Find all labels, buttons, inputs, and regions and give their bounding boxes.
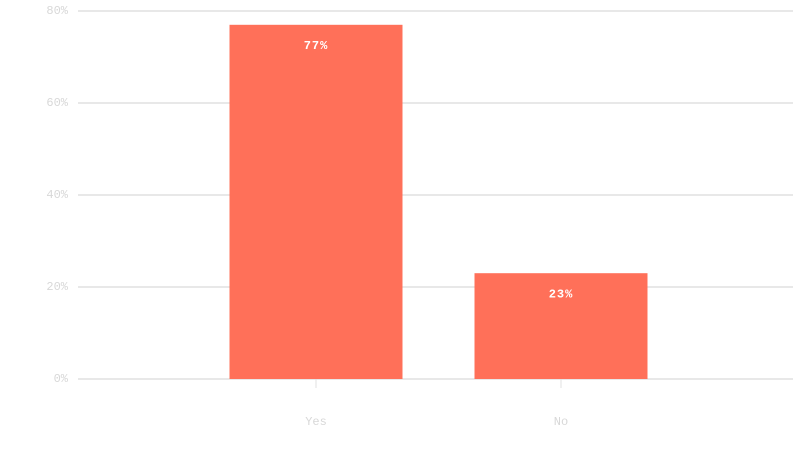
value-label: 23% bbox=[549, 287, 574, 301]
x-tick-label: No bbox=[554, 415, 568, 429]
bar bbox=[229, 24, 403, 380]
y-tick-label: 20% bbox=[46, 280, 68, 294]
x-tick-label: Yes bbox=[305, 415, 327, 429]
y-tick-label: 0% bbox=[54, 372, 69, 386]
value-label: 77% bbox=[304, 39, 329, 53]
y-tick-label: 40% bbox=[46, 188, 68, 202]
y-tick-label: 60% bbox=[46, 96, 68, 110]
bar bbox=[474, 273, 648, 379]
y-tick-label: 80% bbox=[46, 4, 68, 18]
